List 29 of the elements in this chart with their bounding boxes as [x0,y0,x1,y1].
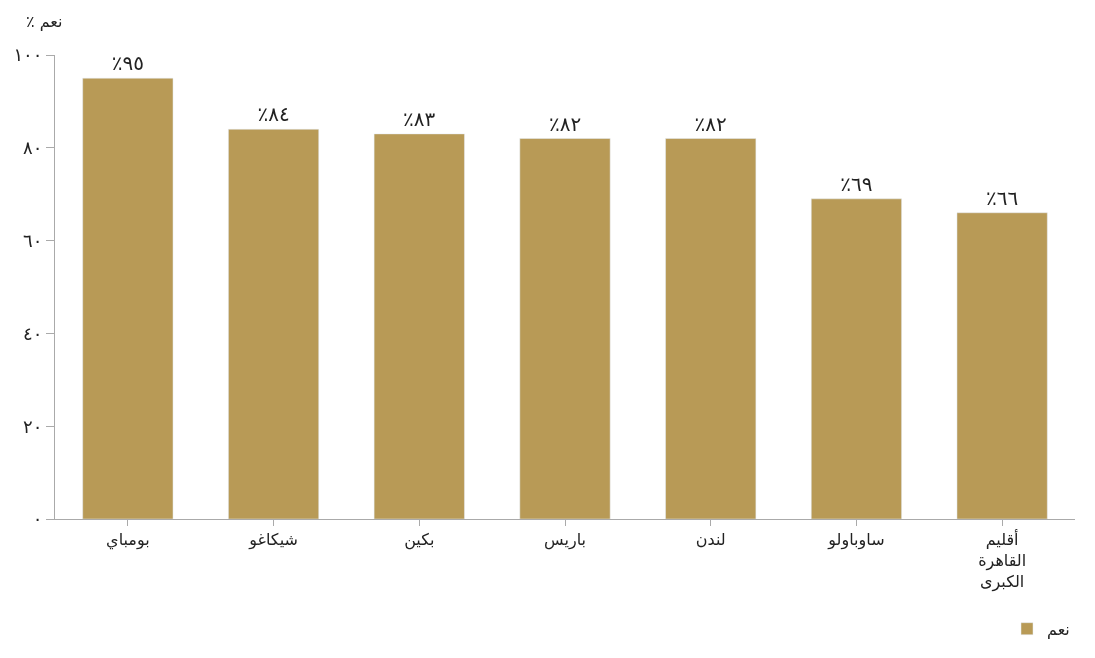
data-label: ٪٨٢ [548,111,582,136]
y-tick-label: ٤٠ [23,322,43,344]
y-tick-label: ٦٠ [23,229,43,251]
x-tick-label: شيكاغو [248,530,298,551]
data-label: ٪٩٥ [111,51,144,76]
bar [956,212,1048,519]
x-tick-label: بكين [404,530,435,551]
legend-label: نعم [1047,619,1070,639]
data-label: ٪٨٣ [403,106,436,131]
x-tick-label: لندن [695,530,726,550]
bar [665,138,757,519]
data-label: ٪٦٦ [986,185,1019,210]
y-tick-label: ١٠٠ [13,44,43,66]
data-label: ٪٦٩ [840,171,873,196]
data-label: ٪٨٢ [694,111,727,136]
x-tick-label: أقليم القاهرة الكبرى [978,529,1027,592]
y-tick-label: ٨٠ [23,137,43,159]
x-tick-label: باريس [544,530,586,551]
y-tick-label: ٠ [32,508,43,530]
bar [519,138,611,519]
bar [373,133,465,519]
bar [228,128,319,519]
y-tick-label: ٢٠ [23,415,43,437]
y-axis-title: ٪ نعم [26,12,63,31]
x-tick-label: بومباي [106,530,150,551]
x-tick-label: ساوباولو [827,530,885,551]
bar [811,198,902,519]
data-label: ٪٨٤ [257,102,290,127]
bar [82,77,174,519]
